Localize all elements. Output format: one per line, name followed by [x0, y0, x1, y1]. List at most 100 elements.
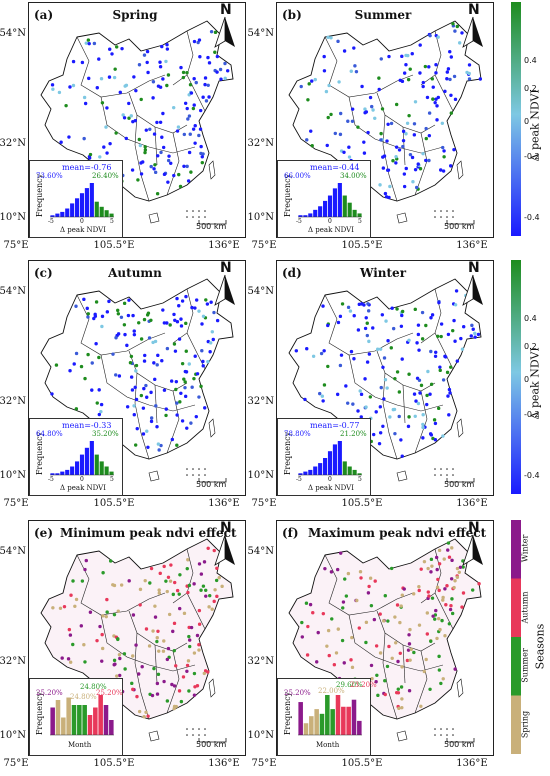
station-point	[87, 41, 91, 46]
island-dot	[446, 474, 448, 476]
station-point	[132, 404, 136, 408]
island-dot	[440, 734, 442, 736]
station-point	[430, 596, 435, 600]
histogram-inset: Frequency mean=-0.77 78.80% 21.20% -5 0 5 Δ pea…	[277, 418, 371, 496]
station-point	[141, 432, 146, 436]
station-point	[434, 608, 438, 613]
histogram-bar	[94, 454, 99, 475]
scale-label: 500 km	[444, 480, 475, 489]
station-point	[384, 195, 389, 199]
station-point	[128, 360, 133, 365]
histogram-bar	[60, 211, 65, 217]
station-point	[134, 369, 138, 373]
station-point	[175, 413, 179, 417]
station-point	[165, 47, 170, 51]
station-point	[404, 53, 408, 58]
station-point	[336, 627, 341, 631]
station-point	[189, 421, 193, 425]
station-point	[399, 324, 404, 328]
histogram	[298, 695, 362, 736]
station-point	[378, 183, 382, 187]
station-point	[400, 697, 404, 701]
station-point	[146, 714, 150, 718]
station-point	[165, 83, 169, 88]
station-point	[436, 577, 440, 582]
station-point	[194, 298, 199, 302]
station-point	[413, 100, 418, 104]
panel-letter: (e)	[34, 526, 53, 540]
station-point	[152, 132, 157, 136]
station-point	[377, 87, 381, 92]
island-dot	[204, 468, 206, 470]
station-point	[350, 635, 354, 640]
north-label: N	[468, 2, 480, 18]
station-point	[310, 144, 314, 148]
station-point	[84, 558, 88, 563]
station-point	[397, 414, 401, 419]
tick-label: 5	[358, 218, 362, 225]
scale-bar-line	[446, 478, 475, 483]
station-point	[133, 385, 137, 390]
island-dot	[434, 216, 436, 218]
station-point	[79, 364, 84, 369]
station-point	[325, 644, 329, 648]
station-point	[82, 136, 86, 141]
station-point	[359, 392, 364, 397]
china-map	[288, 274, 483, 482]
station-point	[346, 305, 351, 310]
station-point	[418, 391, 422, 395]
histogram-bar	[87, 715, 93, 735]
panel-title: Minimum peak ndvi effect	[60, 526, 237, 540]
station-point	[202, 560, 207, 564]
station-point	[195, 633, 200, 638]
station-point	[86, 38, 91, 42]
station-point	[381, 619, 386, 623]
station-point	[365, 360, 370, 364]
station-point	[462, 325, 466, 329]
station-point	[124, 83, 129, 87]
station-point	[344, 594, 349, 598]
inset-xlabel: Month	[68, 741, 92, 749]
station-point	[118, 673, 122, 678]
histogram-bar	[337, 441, 342, 475]
station-point	[306, 98, 310, 102]
station-point	[101, 614, 105, 618]
north-arrow-icon	[462, 534, 474, 566]
station-point	[299, 84, 303, 89]
station-point	[449, 365, 453, 369]
station-point	[179, 699, 184, 704]
longitude-label: 136°E	[208, 758, 240, 769]
station-point	[424, 158, 428, 163]
station-point	[164, 413, 168, 418]
station-point	[175, 401, 179, 405]
island-dot	[192, 734, 194, 736]
station-point	[195, 684, 200, 688]
station-point	[124, 136, 129, 141]
station-point	[208, 593, 212, 598]
island-dot	[440, 210, 442, 212]
station-point	[445, 584, 449, 588]
station-point	[327, 83, 331, 88]
station-point	[349, 349, 354, 354]
station-point	[455, 359, 460, 363]
station-point	[99, 402, 104, 407]
latitude-label: 54°N	[247, 546, 274, 557]
histogram-bar	[77, 705, 82, 735]
station-point	[172, 648, 176, 653]
station-point	[304, 601, 309, 605]
station-point	[400, 665, 404, 669]
station-point	[158, 65, 163, 69]
histogram	[298, 441, 362, 476]
station-point	[129, 375, 134, 379]
station-point	[177, 337, 182, 341]
station-point	[433, 354, 438, 358]
station-point	[400, 705, 404, 710]
latitude-label: 32°N	[247, 656, 274, 667]
histogram-inset: Frequency mean=-0.44 66.00% 34.00% -5 0 5 Δ pea…	[277, 160, 371, 238]
inset-ylabel: Frequency	[35, 173, 45, 218]
station-point	[339, 551, 343, 555]
station-point	[155, 120, 159, 125]
station-point	[166, 575, 171, 579]
station-point	[378, 612, 382, 616]
panel-title: Spring	[112, 8, 158, 22]
